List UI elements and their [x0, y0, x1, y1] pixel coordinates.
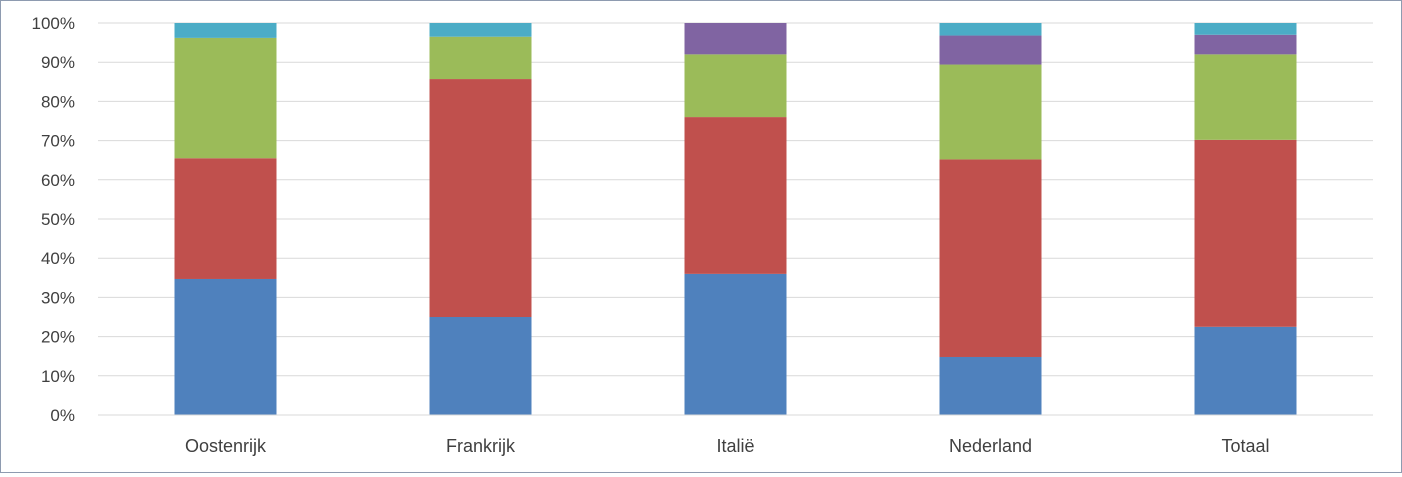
- bar-segment-series-2: [174, 158, 277, 279]
- y-tick-label: 60%: [41, 171, 75, 190]
- bar-segment-series-2: [429, 79, 532, 317]
- y-tick-label: 20%: [41, 328, 75, 347]
- bar-segment-series-1: [429, 317, 532, 415]
- bar-segment-series-1: [1194, 326, 1297, 415]
- y-tick-label: 30%: [41, 288, 75, 307]
- x-tick-label: Frankrijk: [446, 436, 516, 456]
- bar-segment-series-5: [174, 23, 277, 38]
- bar-stack: [939, 23, 1042, 415]
- y-tick-label: 90%: [41, 53, 75, 72]
- x-axis-tick-labels: Oostenrijk Frankrijk Italië Nederland Totaal: [185, 436, 1270, 456]
- x-tick-label: Italië: [716, 436, 754, 456]
- bar-segment-series-2: [1194, 139, 1297, 327]
- bar-segment-series-4: [684, 23, 787, 55]
- bar-stack: [1194, 23, 1297, 415]
- bar-segment-series-2: [939, 159, 1042, 357]
- bar-segment-series-3: [939, 64, 1042, 160]
- x-tick-label: Oostenrijk: [185, 436, 267, 456]
- bar-stacks: [174, 23, 1297, 415]
- bar-stack: [429, 23, 532, 415]
- x-tick-label: Nederland: [949, 436, 1032, 456]
- y-tick-label: 10%: [41, 367, 75, 386]
- bar-segment-series-5: [939, 23, 1042, 36]
- bar-segment-series-4: [939, 35, 1042, 65]
- y-axis-tick-labels: 0% 10% 20% 30% 40% 50% 60% 70% 80% 90% 100%: [32, 14, 75, 425]
- y-tick-label: 80%: [41, 92, 75, 111]
- bar-segment-series-3: [174, 37, 277, 159]
- y-tick-label: 0%: [50, 406, 75, 425]
- bar-segment-series-5: [1194, 23, 1297, 35]
- bar-segment-series-1: [174, 278, 277, 415]
- y-tick-label: 70%: [41, 132, 75, 151]
- bar-segment-series-5: [429, 23, 532, 37]
- y-tick-label: 100%: [32, 14, 75, 33]
- bar-segment-series-1: [939, 356, 1042, 415]
- y-tick-label: 40%: [41, 249, 75, 268]
- bar-segment-series-3: [1194, 54, 1297, 140]
- y-tick-label: 50%: [41, 210, 75, 229]
- bar-segment-series-3: [684, 54, 787, 118]
- bar-stack: [174, 23, 277, 415]
- bar-stack: [684, 23, 787, 415]
- bar-segment-series-3: [429, 36, 532, 80]
- x-tick-label: Totaal: [1221, 436, 1269, 456]
- bar-segment-series-2: [684, 117, 787, 274]
- bar-segment-series-1: [684, 273, 787, 415]
- bar-segment-series-4: [1194, 34, 1297, 55]
